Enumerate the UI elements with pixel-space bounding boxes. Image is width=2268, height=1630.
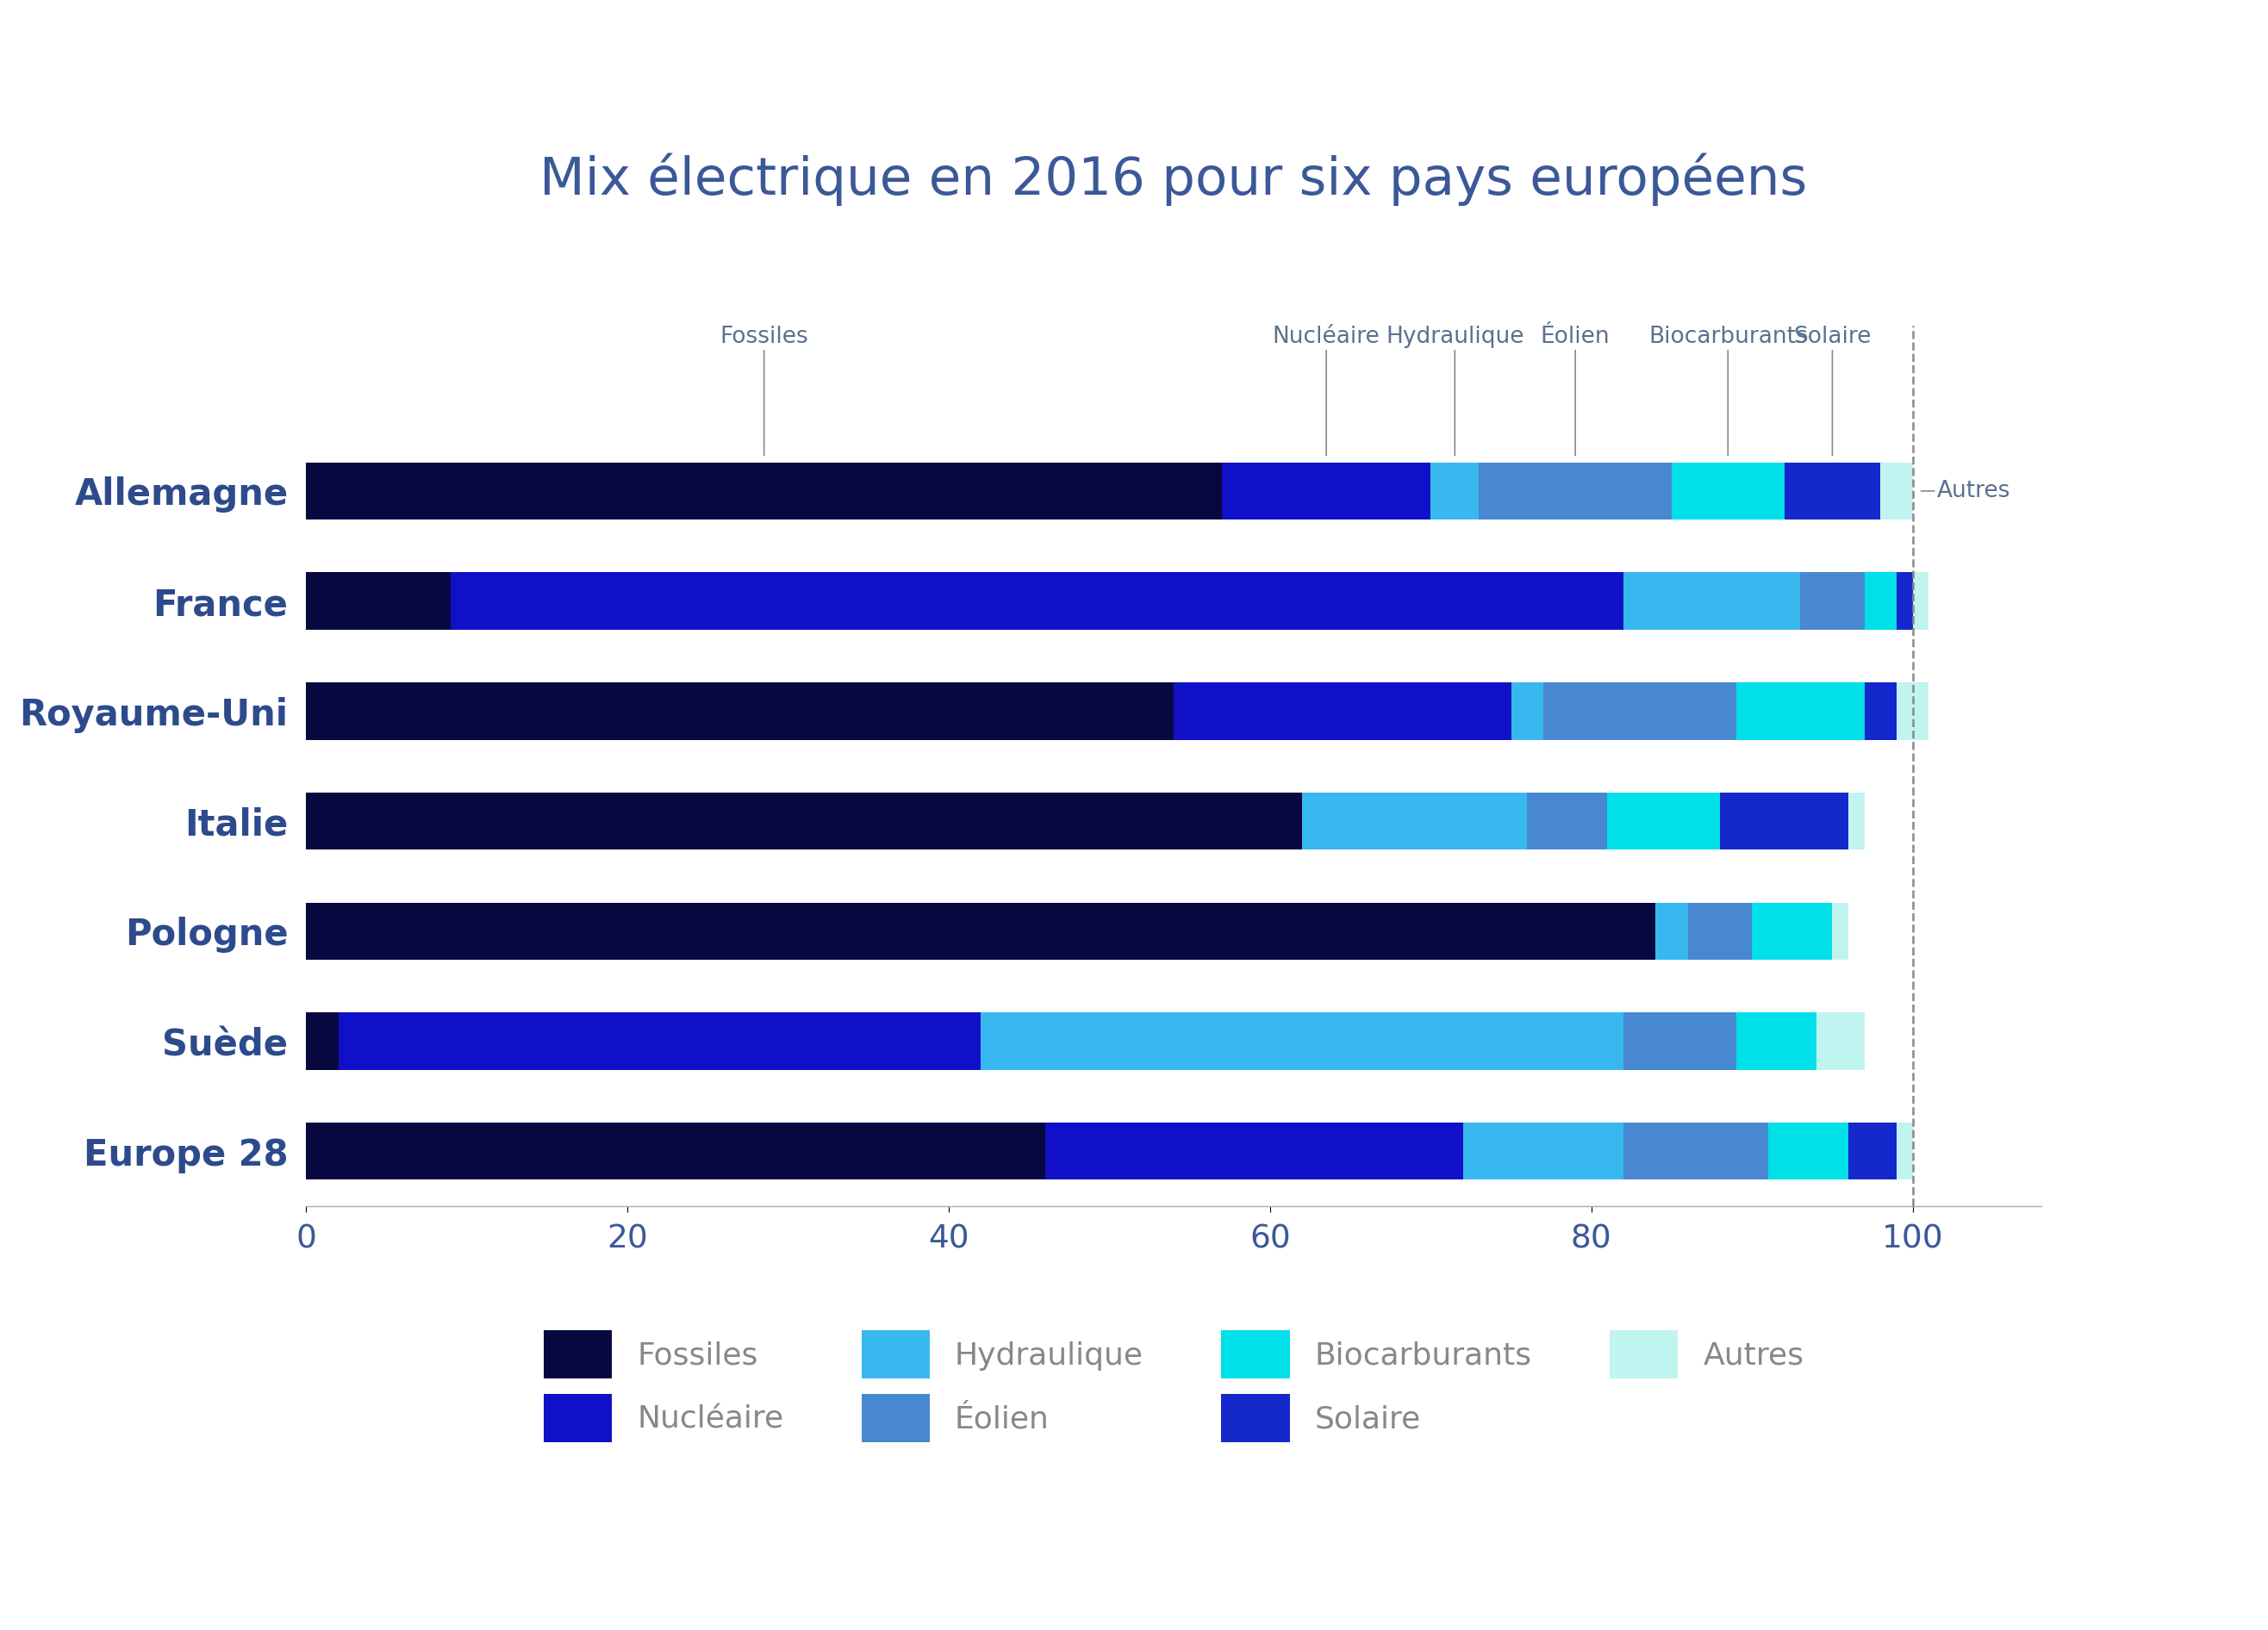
Bar: [338, 1012, 980, 1069]
Title: Mix électrique en 2016 pour six pays européens: Mix électrique en 2016 pour six pays eur…: [540, 153, 1808, 205]
Text: Autres: Autres: [1921, 479, 2009, 502]
Bar: [1510, 683, 1542, 740]
Bar: [1735, 1012, 1817, 1069]
Text: Fossiles: Fossiles: [719, 326, 807, 455]
Bar: [1624, 1123, 1769, 1180]
Bar: [1672, 463, 1785, 520]
Legend: Fossiles, Nucléaire, Hydraulique, Éolien, Biocarburants, Solaire, Autres: Fossiles, Nucléaire, Hydraulique, Éolien…: [531, 1319, 1817, 1454]
Bar: [306, 792, 1302, 849]
Bar: [1896, 1123, 1912, 1180]
Bar: [1801, 572, 1864, 629]
Bar: [1608, 792, 1719, 849]
Bar: [1735, 683, 1864, 740]
Bar: [1785, 463, 1880, 520]
Bar: [306, 683, 1175, 740]
Bar: [1046, 1123, 1463, 1180]
Bar: [1687, 903, 1751, 960]
Bar: [1896, 683, 1928, 740]
Bar: [306, 572, 451, 629]
Bar: [1880, 463, 1912, 520]
Bar: [980, 1012, 1624, 1069]
Bar: [1848, 792, 1864, 849]
Bar: [306, 903, 1656, 960]
Bar: [1751, 903, 1833, 960]
Bar: [1912, 572, 1928, 629]
Bar: [1769, 1123, 1848, 1180]
Bar: [1719, 792, 1848, 849]
Bar: [1542, 683, 1735, 740]
Bar: [1896, 572, 1912, 629]
Bar: [1431, 463, 1479, 520]
Text: Solaire: Solaire: [1794, 326, 1871, 455]
Bar: [306, 1123, 1046, 1180]
Text: Éolien: Éolien: [1540, 326, 1610, 455]
Bar: [1656, 903, 1687, 960]
Bar: [1222, 463, 1431, 520]
Bar: [306, 463, 1222, 520]
Bar: [1526, 792, 1608, 849]
Bar: [1864, 683, 1896, 740]
Text: Nucléaire: Nucléaire: [1272, 326, 1379, 455]
Bar: [1624, 572, 1801, 629]
Text: Hydraulique: Hydraulique: [1386, 326, 1524, 455]
Bar: [1864, 572, 1896, 629]
Bar: [306, 1012, 338, 1069]
Bar: [1848, 1123, 1896, 1180]
Bar: [1833, 903, 1848, 960]
Bar: [1463, 1123, 1624, 1180]
Bar: [1302, 792, 1526, 849]
Text: Biocarburants: Biocarburants: [1649, 326, 1808, 455]
Bar: [1479, 463, 1672, 520]
Bar: [1624, 1012, 1735, 1069]
Bar: [1817, 1012, 1864, 1069]
Bar: [451, 572, 1624, 629]
Bar: [1175, 683, 1510, 740]
